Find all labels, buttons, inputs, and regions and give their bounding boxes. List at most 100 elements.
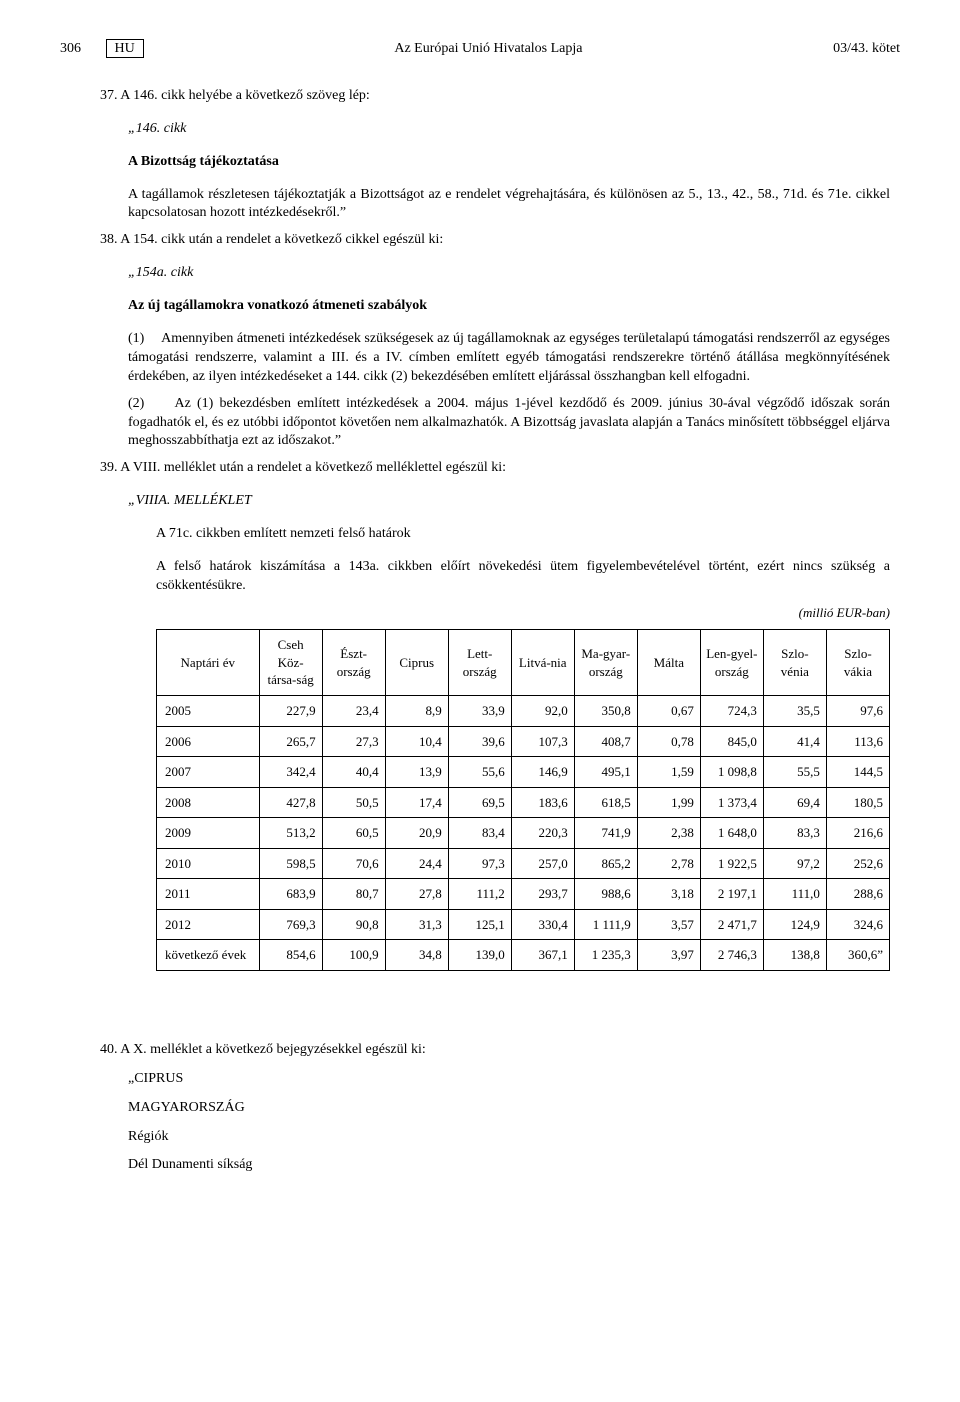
table-cell: 80,7 — [322, 879, 385, 910]
table-cell: 495,1 — [574, 757, 637, 788]
table-cell: 83,4 — [448, 818, 511, 849]
table-body: 2005227,923,48,933,992,0350,80,67724,335… — [157, 696, 890, 971]
table-cell: 24,4 — [385, 848, 448, 879]
table-cell: 227,9 — [259, 696, 322, 727]
table-unit-note: (millió EUR-ban) — [156, 604, 890, 622]
table-row-label: 2007 — [157, 757, 260, 788]
item-37-article-label: „146. cikk — [128, 120, 890, 139]
table-cell: 769,3 — [259, 909, 322, 940]
item-38-article-label: „154a. cikk — [128, 264, 890, 283]
table-cell: 1,99 — [637, 787, 700, 818]
item-38-subtitle: Az új tagállamokra vonatkozó átmeneti sz… — [128, 297, 890, 316]
item-39-line2: A felső határok kiszámítása a 143a. cikk… — [156, 558, 890, 596]
table-row: 2009513,260,520,983,4220,3741,92,381 648… — [157, 818, 890, 849]
table-cell: 107,3 — [511, 726, 574, 757]
table-cell: 367,1 — [511, 940, 574, 971]
table-cell: 3,18 — [637, 879, 700, 910]
table-cell: 97,3 — [448, 848, 511, 879]
table-cell: 17,4 — [385, 787, 448, 818]
item-38-para1-text: Amennyiben átmeneti intézkedések szükség… — [128, 331, 890, 384]
item-39-lead: A VIII. melléklet után a rendelet a köve… — [120, 460, 506, 475]
table-cell: 138,8 — [763, 940, 826, 971]
table-cell: 90,8 — [322, 909, 385, 940]
item-40: 40. A X. melléklet a következő bejegyzés… — [100, 1041, 900, 1175]
item-39-num: 39. — [100, 460, 118, 475]
table-col-header: Ciprus — [385, 630, 448, 696]
page-header: 306 HU Az Európai Unió Hivatalos Lapja 0… — [60, 40, 900, 59]
table-cell: 257,0 — [511, 848, 574, 879]
item-38-para2: (2) Az (1) bekezdésben említett intézked… — [128, 395, 890, 452]
table-cell: 2 471,7 — [700, 909, 763, 940]
table-cell: 60,5 — [322, 818, 385, 849]
table-row: 2006265,727,310,439,6107,3408,70,78845,0… — [157, 726, 890, 757]
item-40-line: MAGYARORSZÁG — [128, 1099, 900, 1118]
table-cell: 146,9 — [511, 757, 574, 788]
item-38-para2-num: (2) — [128, 396, 144, 411]
table-cell: 125,1 — [448, 909, 511, 940]
item-38-para1: (1) Amennyiben átmeneti intézkedések szü… — [128, 330, 890, 387]
table-row-label: 2008 — [157, 787, 260, 818]
table-cell: 100,9 — [322, 940, 385, 971]
table-row: 2005227,923,48,933,992,0350,80,67724,335… — [157, 696, 890, 727]
table-cell: 139,0 — [448, 940, 511, 971]
table-row: 2012769,390,831,3125,1330,41 111,93,572 … — [157, 909, 890, 940]
table-cell: 31,3 — [385, 909, 448, 940]
table-cell: 350,8 — [574, 696, 637, 727]
table-row-label: 2006 — [157, 726, 260, 757]
table-cell: 3,97 — [637, 940, 700, 971]
item-37-subtitle: A Bizottság tájékoztatása — [128, 153, 890, 172]
item-37-lead: A 146. cikk helyébe a következő szöveg l… — [120, 88, 370, 103]
table-col-header: Len-gyel-ország — [700, 630, 763, 696]
table-cell: 111,2 — [448, 879, 511, 910]
table-cell: 854,6 — [259, 940, 322, 971]
table-col-header: Lett-ország — [448, 630, 511, 696]
table-cell: 183,6 — [511, 787, 574, 818]
item-40-line: „CIPRUS — [128, 1070, 900, 1089]
table-cell: 2 746,3 — [700, 940, 763, 971]
table-row-label: 2010 — [157, 848, 260, 879]
table-cell: 845,0 — [700, 726, 763, 757]
table-cell: 0,78 — [637, 726, 700, 757]
table-cell: 8,9 — [385, 696, 448, 727]
table-row: következő évek854,6100,934,8139,0367,11 … — [157, 940, 890, 971]
item-38-para1-num: (1) — [128, 331, 144, 346]
table-col-header: Málta — [637, 630, 700, 696]
table-cell: 83,3 — [763, 818, 826, 849]
table-cell: 865,2 — [574, 848, 637, 879]
table-header-row: Naptári évCseh Köz-társa-ságÉszt-országC… — [157, 630, 890, 696]
table-cell: 513,2 — [259, 818, 322, 849]
table-row-label: 2005 — [157, 696, 260, 727]
table-cell: 55,6 — [448, 757, 511, 788]
item-38: 38. A 154. cikk után a rendelet a követk… — [100, 231, 890, 250]
table-cell: 724,3 — [700, 696, 763, 727]
table-cell: 2,38 — [637, 818, 700, 849]
item-37: 37. A 146. cikk helyébe a következő szöv… — [100, 87, 890, 106]
table-cell: 741,9 — [574, 818, 637, 849]
item-40-lead: A X. melléklet a következő bejegyzésekke… — [120, 1042, 426, 1057]
page-number: 306 HU — [60, 40, 144, 59]
item-38-lead: A 154. cikk után a rendelet a következő … — [120, 232, 443, 247]
table-cell: 598,5 — [259, 848, 322, 879]
table-cell: 35,5 — [763, 696, 826, 727]
table-cell: 1 111,9 — [574, 909, 637, 940]
lang-code-box: HU — [106, 39, 144, 58]
table-cell: 113,6 — [826, 726, 889, 757]
table-col-header: Litvá-nia — [511, 630, 574, 696]
item-40-line: Régiók — [128, 1128, 900, 1147]
table-cell: 23,4 — [322, 696, 385, 727]
table-col-header: Ma-gyar-ország — [574, 630, 637, 696]
table-cell: 27,8 — [385, 879, 448, 910]
table-cell: 97,6 — [826, 696, 889, 727]
table-cell: 13,9 — [385, 757, 448, 788]
table-cell: 265,7 — [259, 726, 322, 757]
table-cell: 111,0 — [763, 879, 826, 910]
volume-label: 03/43. kötet — [833, 40, 900, 59]
table-cell: 34,8 — [385, 940, 448, 971]
table-cell: 1 648,0 — [700, 818, 763, 849]
table-row: 2011683,980,727,8111,2293,7988,63,182 19… — [157, 879, 890, 910]
table-col-header: Cseh Köz-társa-ság — [259, 630, 322, 696]
table-cell: 252,6 — [826, 848, 889, 879]
table-row: 2007342,440,413,955,6146,9495,11,591 098… — [157, 757, 890, 788]
table-cell: 1 373,4 — [700, 787, 763, 818]
table-cell: 40,4 — [322, 757, 385, 788]
